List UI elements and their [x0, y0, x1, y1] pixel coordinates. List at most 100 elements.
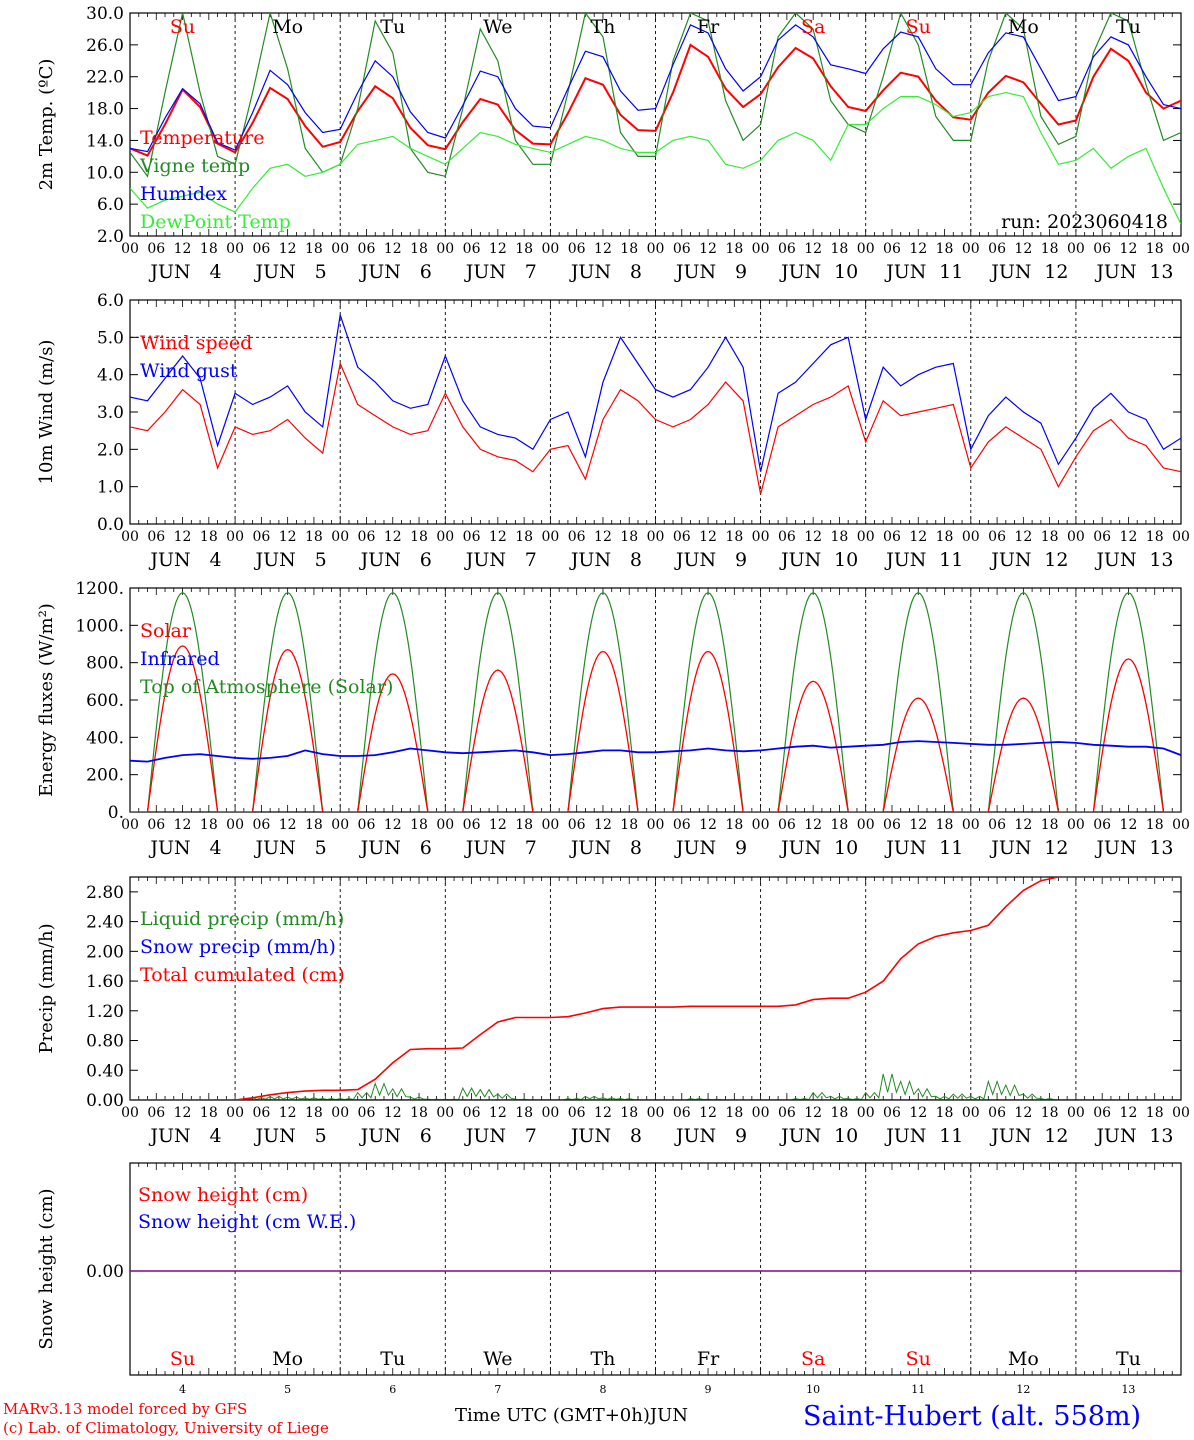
hour-tick-label: 12 — [909, 1105, 927, 1121]
hour-tick-label: 18 — [410, 1105, 428, 1121]
hour-tick-label: 12 — [489, 817, 507, 833]
hour-tick-label: 12 — [699, 241, 717, 257]
hour-tick-label: 18 — [410, 241, 428, 257]
temp-panel: 2.0 6.0 10.0 14.0 18.0 22.0 26.0 30.0 2m Temp. (… — [36, 4, 1190, 283]
day-tick-label: 8 — [599, 1383, 606, 1395]
month-tick-label: JUN — [254, 261, 296, 283]
hour-tick-label: 12 — [804, 529, 822, 545]
hour-tick-label: 18 — [515, 241, 533, 257]
hour-tick-label: 12 — [174, 529, 192, 545]
hour-tick-label: 00 — [647, 529, 665, 545]
hour-tick-label: 00 — [226, 817, 244, 833]
day-tick-label: 13 — [1149, 837, 1173, 859]
series-line — [130, 43, 1181, 157]
toa-solar-line — [1092, 592, 1165, 812]
month-tick-label: JUN — [884, 549, 926, 571]
month-tick-label: JUN — [989, 549, 1031, 571]
month-tick-label: JUN — [779, 1125, 821, 1147]
hour-tick-label: 00 — [436, 1105, 454, 1121]
hour-tick-label: 18 — [725, 817, 743, 833]
y-tick-label: 6.0 — [97, 195, 124, 215]
day-tick-label: 5 — [315, 1125, 327, 1147]
hour-tick-label: 00 — [962, 241, 980, 257]
hour-tick-label: 00 — [331, 1105, 349, 1121]
precip-panel: 0.00 0.40 0.80 1.20 1.60 2.00 2.40 2.80 Precip (… — [36, 876, 1190, 1147]
month-tick-label: JUN — [569, 837, 611, 859]
day-tick-label: 10 — [806, 1383, 820, 1395]
legend-entry: Humidex — [140, 183, 227, 205]
hour-tick-label: 12 — [909, 241, 927, 257]
day-of-week-label: Tu — [380, 16, 405, 38]
hour-tick-label: 00 — [541, 241, 559, 257]
y-tick-label: 600. — [86, 691, 124, 711]
hour-tick-label: 06 — [463, 1105, 481, 1121]
y-tick-label: 200. — [86, 766, 124, 786]
day-tick-label: 5 — [315, 837, 327, 859]
hour-tick-label: 12 — [174, 817, 192, 833]
hour-tick-label: 12 — [279, 817, 297, 833]
hour-tick-label: 12 — [1120, 1105, 1138, 1121]
day-tick-label: 7 — [525, 261, 537, 283]
day-tick-label: 12 — [1044, 549, 1068, 571]
hour-tick-label: 00 — [541, 529, 559, 545]
month-tick-label: JUN — [569, 1125, 611, 1147]
hour-tick-label: 06 — [673, 1105, 691, 1121]
hour-tick-label: 06 — [1093, 529, 1111, 545]
day-of-week-label: Mo — [272, 1348, 303, 1370]
lab-credit: (c) Lab. of Climatology, University of L… — [3, 1419, 329, 1437]
month-tick-label: JUN — [464, 261, 506, 283]
month-tick-label: JUN — [1094, 837, 1136, 859]
day-tick-label: 11 — [939, 1125, 963, 1147]
y-tick-label: 0.80 — [86, 1032, 124, 1052]
hour-tick-label: 00 — [331, 817, 349, 833]
day-of-week-label: Tu — [1116, 16, 1141, 38]
month-tick-label: JUN — [569, 261, 611, 283]
hour-tick-label: 12 — [1120, 529, 1138, 545]
time-utc-label: Time UTC (GMT+0h) — [455, 1405, 650, 1426]
legend-entry: Snow height (cm W.E.) — [138, 1211, 356, 1233]
y-tick-label: 1000. — [75, 616, 124, 636]
toa-solar-line — [672, 592, 744, 812]
hour-tick-label: 18 — [1146, 241, 1164, 257]
hour-tick-label: 18 — [200, 241, 218, 257]
wind-data — [130, 314, 1181, 495]
legend-entry: Top of Atmosphere (Solar) — [140, 676, 393, 698]
hour-tick-label: 06 — [147, 1105, 165, 1121]
hour-tick-label: 06 — [1093, 241, 1111, 257]
y-tick-label: 4.0 — [97, 366, 124, 386]
hour-tick-label: 12 — [699, 1105, 717, 1121]
day-of-week-label: Tu — [380, 1348, 405, 1370]
model-credit: MARv3.13 model forced by GFS — [3, 1400, 248, 1418]
hour-tick-label: 18 — [831, 817, 849, 833]
month-tick-label: JUN — [674, 549, 716, 571]
temp-data — [130, 13, 1181, 225]
y-tick-label: 2.40 — [86, 913, 124, 933]
y-tick-label: 6.0 — [97, 291, 124, 311]
legend-entry: Wind gust — [140, 360, 238, 382]
day-tick-label: 4 — [210, 549, 222, 571]
hour-tick-label: 18 — [831, 1105, 849, 1121]
day-of-week-label: Sa — [801, 1348, 825, 1370]
hour-tick-label: 00 — [857, 241, 875, 257]
day-tick-label: 9 — [735, 1125, 747, 1147]
month-tick-label: JUN — [989, 261, 1031, 283]
toa-solar-line — [146, 592, 219, 812]
y-tick-label: 3.0 — [97, 403, 124, 423]
hour-tick-label: 06 — [778, 529, 796, 545]
hour-tick-label: 00 — [752, 241, 770, 257]
day-tick-label: 9 — [735, 261, 747, 283]
hour-tick-label: 06 — [147, 529, 165, 545]
day-of-week-label: Su — [906, 1348, 931, 1370]
month-tick-label: JUN — [359, 1125, 401, 1147]
hour-tick-label: 18 — [936, 529, 954, 545]
hour-tick-label: 18 — [305, 529, 323, 545]
hour-tick-label: 12 — [804, 1105, 822, 1121]
hour-tick-label: 00 — [1172, 529, 1190, 545]
hour-tick-label: 00 — [331, 241, 349, 257]
hour-tick-label: 18 — [936, 817, 954, 833]
hour-tick-label: 12 — [174, 1105, 192, 1121]
y-tick-label: 1.0 — [97, 478, 124, 498]
y-tick-label: 1200. — [75, 579, 124, 599]
month-tick-label: JUN — [359, 837, 401, 859]
hour-tick-label: 18 — [936, 241, 954, 257]
